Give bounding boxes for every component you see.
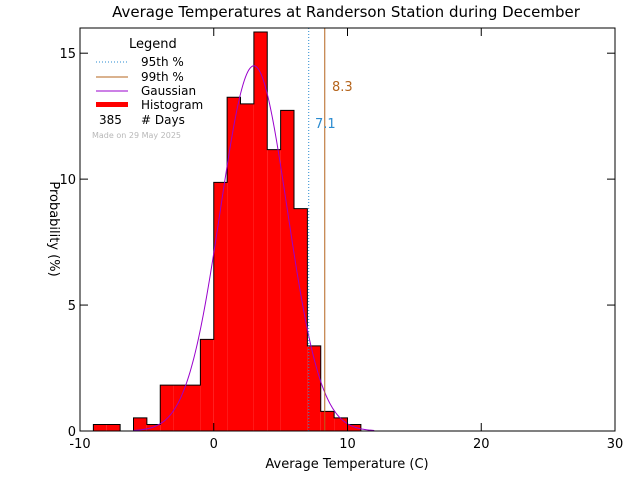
y-axis-label: Probability (%)	[46, 181, 61, 276]
x-tick-label: -10	[69, 437, 90, 452]
made-on-note: Made on 29 May 2025	[92, 131, 181, 140]
histogram-bar	[173, 385, 187, 431]
histogram-bar	[133, 417, 147, 431]
histogram-bar	[334, 417, 348, 431]
legend-days-label: # Days	[141, 113, 185, 127]
x-tick-label: 30	[607, 437, 624, 452]
histogram-bar	[280, 110, 294, 431]
histogram-bar	[93, 424, 107, 431]
legend-days-count: 385	[99, 113, 122, 127]
legend-label-histogram: Histogram	[141, 98, 203, 112]
histogram-bar	[347, 424, 361, 431]
histogram-outline	[92, 31, 362, 431]
legend-label-99th: 99th %	[141, 70, 184, 84]
legend: Legend 95th % 99th % Gaussian Histogram …	[92, 37, 203, 140]
percentile-99-label: 8.3	[332, 80, 353, 95]
x-tick-label: 0	[210, 437, 218, 452]
gaussian-curve	[133, 65, 375, 431]
histogram-bar	[160, 385, 174, 431]
histogram-bar	[227, 97, 241, 431]
histogram-bar	[240, 103, 254, 431]
y-tick-label: 10	[59, 173, 76, 188]
y-tick-label: 15	[59, 47, 76, 62]
legend-label-gaussian: Gaussian	[141, 84, 196, 98]
histogram-bar	[213, 182, 228, 431]
histogram-bar	[200, 339, 214, 431]
y-tick-label: 5	[68, 299, 76, 314]
legend-title: Legend	[129, 37, 177, 52]
histogram-bar	[267, 149, 281, 431]
plot-marks	[92, 28, 375, 431]
percentile-95-label: 7.1	[315, 117, 336, 132]
histogram-bar	[307, 345, 321, 431]
legend-label-95th: 95th %	[141, 55, 184, 69]
x-tick-label: 10	[339, 437, 356, 452]
chart-title: Average Temperatures at Randerson Statio…	[112, 3, 581, 21]
x-axis-label: Average Temperature (C)	[265, 457, 428, 472]
histogram-bar	[106, 424, 121, 431]
x-tick-label: 20	[473, 437, 490, 452]
histogram-bar	[320, 411, 335, 431]
histogram-bar	[294, 208, 308, 431]
y-axis-ticks: 0 5 10 15	[59, 47, 615, 440]
histogram-bar	[253, 32, 268, 431]
histogram-bar	[187, 385, 201, 431]
legend-swatch-histogram	[96, 102, 128, 107]
y-tick-label: 0	[68, 425, 76, 440]
x-axis-ticks: -10 0 10 20 30	[69, 28, 623, 452]
histogram-bar	[146, 424, 161, 431]
